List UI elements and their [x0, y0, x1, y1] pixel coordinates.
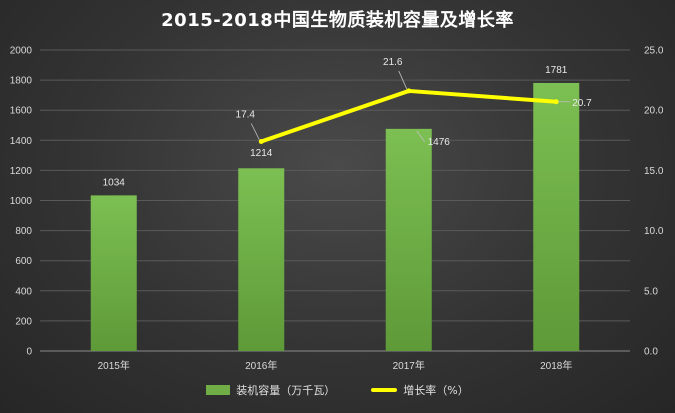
y-tick-left: 1000 — [10, 196, 33, 207]
legend-swatch-bar — [206, 385, 231, 395]
bar — [90, 195, 137, 351]
y-tick-right: 20.0 — [644, 106, 664, 117]
y-tick-left: 200 — [15, 316, 32, 327]
legend-item-growth: 增长率（%） — [371, 382, 469, 398]
y-tick-left: 800 — [15, 226, 32, 237]
y-tick-left: 1600 — [10, 106, 33, 117]
line-data-label: 21.6 — [383, 57, 403, 68]
x-tick: 2017年 — [393, 359, 425, 372]
bar-data-label: 1214 — [250, 148, 273, 159]
y-tick-right: 10.0 — [644, 226, 664, 237]
y-tick-right: 0.0 — [644, 347, 658, 358]
bar — [385, 128, 432, 351]
y-tick-right: 5.0 — [644, 286, 658, 297]
y-tick-left: 1400 — [10, 136, 33, 147]
x-tick: 2015年 — [98, 359, 130, 372]
y-tick-left: 1800 — [10, 76, 33, 87]
data-label-leader — [398, 70, 408, 90]
y-tick-right: 15.0 — [644, 166, 664, 177]
bar — [238, 168, 285, 351]
bar-data-label: 1034 — [103, 177, 126, 188]
y-tick-left: 2000 — [10, 46, 33, 57]
bar-data-label: 1476 — [428, 137, 451, 148]
y-tick-left: 600 — [15, 256, 32, 267]
y-tick-left: 0 — [26, 347, 32, 358]
x-tick: 2018年 — [540, 359, 572, 372]
x-tick: 2016年 — [245, 359, 277, 372]
bar — [533, 82, 580, 351]
line-data-label: 17.4 — [236, 110, 256, 121]
y-tick-right: 25.0 — [644, 46, 664, 57]
y-tick-left: 1200 — [10, 166, 33, 177]
legend-item-capacity: 装机容量（万千瓦） — [206, 382, 335, 398]
data-label-leader — [416, 130, 426, 143]
line-data-label: 20.7 — [572, 98, 592, 109]
legend-swatch-line — [371, 388, 398, 392]
bar-data-label: 1781 — [545, 65, 568, 76]
growth-point — [553, 99, 559, 105]
legend-label-capacity: 装机容量（万千瓦） — [236, 384, 336, 397]
growth-point — [406, 88, 412, 94]
legend-label-growth: 增长率（%） — [403, 384, 469, 397]
y-tick-left: 400 — [15, 286, 32, 297]
data-label-leader — [250, 123, 260, 140]
chart-title: 2015-2018中国生物质装机容量及增长率 — [161, 10, 514, 31]
legend: 装机容量（万千瓦） 增长率（%） — [0, 382, 675, 398]
growth-point — [258, 139, 264, 145]
